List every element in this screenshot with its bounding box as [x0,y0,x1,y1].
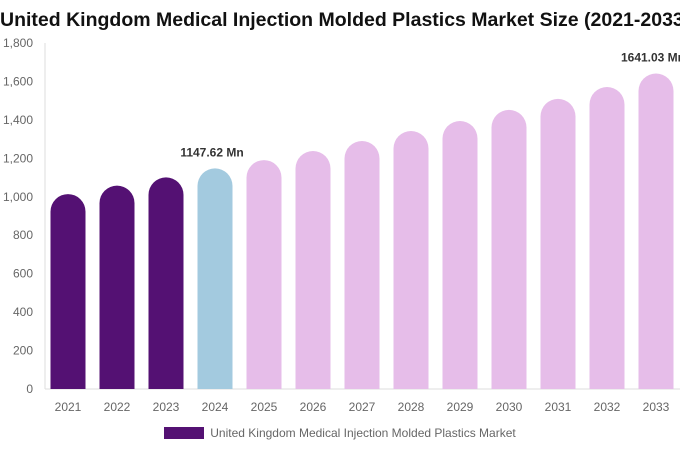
y-tick-label: 1,800 [3,36,33,50]
y-tick-label: 800 [13,228,33,242]
x-tick-label: 2028 [398,400,425,414]
y-tick-label: 1,000 [3,190,33,204]
x-tick-label: 2024 [202,400,229,414]
data-label-2033: 1641.03 Mn [621,51,680,65]
bar-2028 [393,131,429,389]
data-label-2024: 1147.62 Mn [180,145,243,159]
x-tick-label: 2021 [55,400,82,414]
bar-2029 [442,121,478,389]
bar-2032 [589,87,625,389]
x-tick-label: 2026 [300,400,327,414]
bar-2026 [295,151,331,389]
x-tick-label: 2027 [349,400,376,414]
y-tick-label: 600 [13,267,33,281]
y-tick-label: 1,200 [3,151,33,165]
legend: United Kingdom Medical Injection Molded … [0,426,680,440]
legend-swatch [164,427,205,439]
x-tick-label: 2023 [153,400,180,414]
y-tick-label: 0 [26,382,33,396]
bar-2023 [148,177,184,389]
bar-2022 [99,185,135,389]
legend-label: United Kingdom Medical Injection Molded … [210,426,516,440]
y-tick-label: 1,600 [3,74,33,88]
x-tick-label: 2033 [643,400,670,414]
x-tick-label: 2022 [104,400,131,414]
bar-2024 [197,168,233,389]
x-tick-label: 2031 [545,400,572,414]
y-tick-label: 1,400 [3,113,33,127]
y-tick-label: 400 [13,305,33,319]
bar-2030 [491,109,527,389]
x-tick-label: 2025 [251,400,278,414]
bar-2031 [540,98,576,389]
bar-2021 [50,194,86,389]
x-tick-label: 2030 [496,400,523,414]
bar-2033 [638,73,674,390]
x-tick-label: 2032 [594,400,621,414]
bar-2027 [344,141,380,389]
bar-2025 [246,160,282,389]
x-tick-label: 2029 [447,400,474,414]
y-tick-label: 200 [13,344,33,358]
chart-title: United Kingdom Medical Injection Molded … [0,9,680,31]
